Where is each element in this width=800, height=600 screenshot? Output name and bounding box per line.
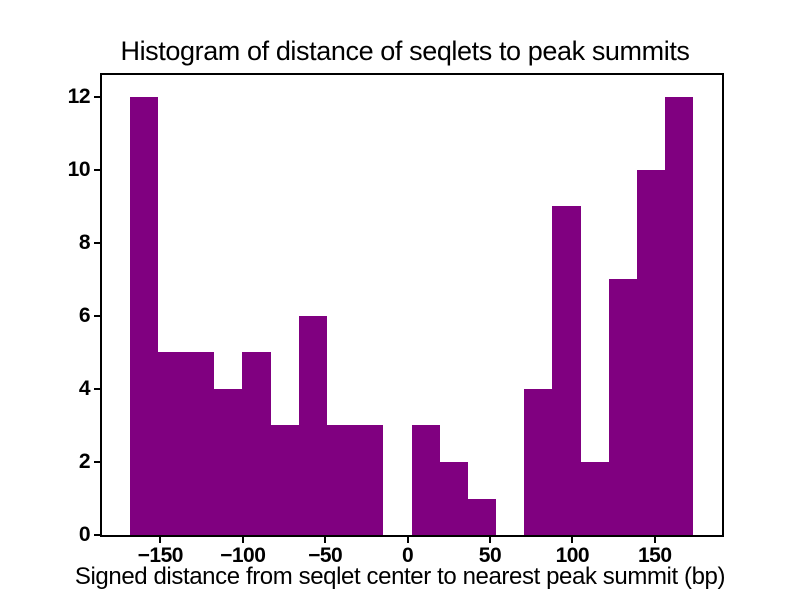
y-tick-label: 8 <box>78 230 91 254</box>
y-tick-label: 10 <box>67 157 91 181</box>
x-tick-mark <box>324 537 327 543</box>
histogram-bar <box>129 96 158 535</box>
y-tick-label: 6 <box>78 303 91 327</box>
histogram-bar <box>524 388 553 535</box>
histogram-bar <box>580 461 609 535</box>
y-tick-mark <box>94 460 100 463</box>
x-tick-label: 100 <box>555 544 590 567</box>
y-tick-label: 4 <box>78 376 91 400</box>
y-tick-label: 0 <box>78 523 91 546</box>
histogram-bar <box>157 352 187 535</box>
histogram-bar <box>608 279 637 535</box>
y-tick-mark <box>94 314 100 317</box>
chart-title: Histogram of distance of seqlets to peak… <box>120 36 690 66</box>
x-tick-label: −150 <box>137 544 184 567</box>
histogram-bar <box>186 352 215 535</box>
y-tick-label: 12 <box>67 84 91 108</box>
histogram-bar <box>326 425 356 535</box>
x-tick-label: 0 <box>401 544 414 567</box>
histogram-bar <box>242 352 271 535</box>
histogram-bar <box>270 425 299 535</box>
y-tick-mark <box>94 534 100 536</box>
bars-layer <box>102 75 722 535</box>
x-tick-mark <box>159 537 162 543</box>
histogram-bar <box>552 206 581 535</box>
y-tick-mark <box>94 387 100 390</box>
histogram-bar <box>665 96 694 535</box>
y-tick-mark <box>94 95 100 98</box>
histogram-bar <box>439 461 468 535</box>
x-tick-mark <box>653 537 656 543</box>
x-tick-label: −100 <box>220 544 266 567</box>
histogram-bar <box>636 169 666 535</box>
y-tick-label: 2 <box>78 449 91 473</box>
histogram-bar <box>355 425 384 535</box>
x-tick-label: 50 <box>478 544 502 567</box>
x-axis-label: Signed distance from seqlet center to ne… <box>74 563 726 590</box>
x-tick-mark <box>571 537 574 543</box>
plot-area <box>100 73 724 537</box>
x-tick-mark <box>406 537 409 543</box>
x-tick-mark <box>488 537 491 543</box>
y-tick-mark <box>94 241 100 244</box>
x-tick-mark <box>241 537 244 543</box>
histogram-bar <box>467 498 497 535</box>
histogram-bar <box>214 388 243 535</box>
histogram-bar <box>298 315 327 535</box>
histogram-bar <box>411 425 440 535</box>
y-tick-mark <box>94 168 100 171</box>
x-tick-label: −50 <box>308 544 343 567</box>
x-tick-label: 150 <box>637 544 672 567</box>
